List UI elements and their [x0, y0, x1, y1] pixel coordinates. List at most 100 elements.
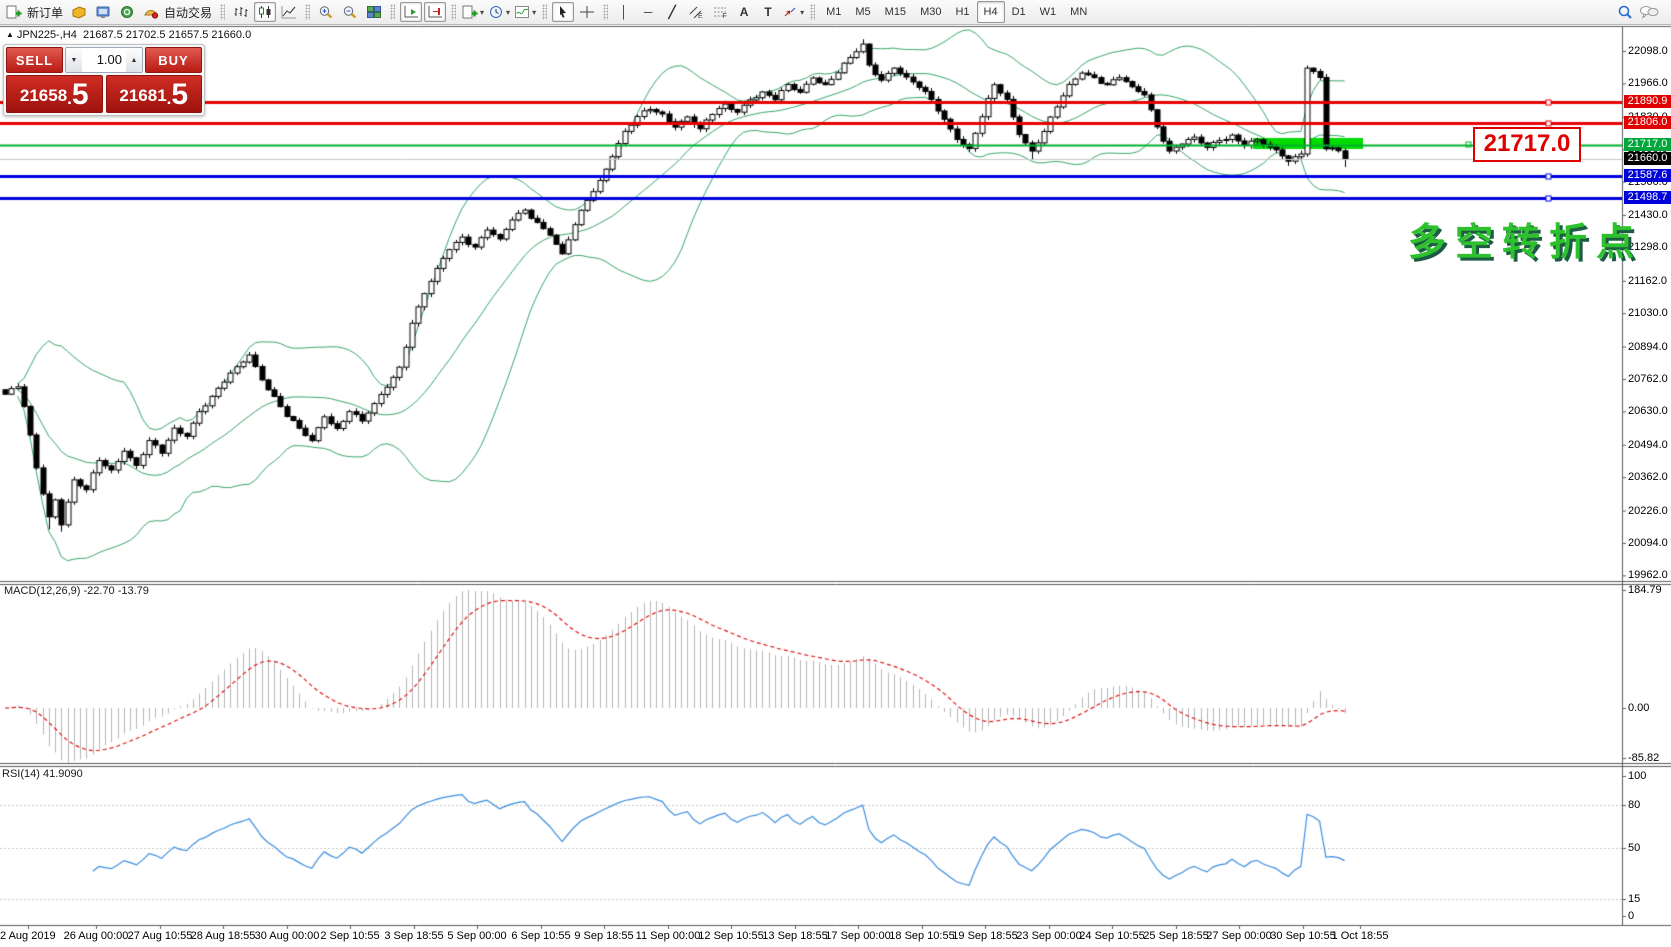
- price-axis-tick: 21430.0: [1628, 208, 1668, 221]
- time-axis-label: 11 Sep 00:00: [635, 930, 701, 942]
- toolbar-separator: [390, 4, 396, 20]
- price-annotation-box[interactable]: 21717.0: [1473, 127, 1581, 162]
- time-axis-label: 25 Sep 18:55: [1143, 930, 1209, 942]
- macd-axis-tick: 0.00: [1628, 702, 1650, 714]
- tile-windows-icon[interactable]: [363, 2, 385, 22]
- zoom-in-icon[interactable]: [315, 2, 337, 22]
- time-axis-label: 6 Sep 10:55: [511, 930, 571, 942]
- new-order-label[interactable]: 新订单: [27, 5, 64, 20]
- price-line-label[interactable]: 21890.9: [1624, 94, 1671, 108]
- navigator-icon[interactable]: [92, 2, 114, 22]
- price-axis-tick: 20362.0: [1628, 471, 1668, 484]
- price-line-label[interactable]: 21717.0: [1624, 137, 1671, 151]
- turning-point-annotation[interactable]: 多空转折点: [1408, 222, 1644, 264]
- symbol-ohlc-line: ▲ JPN225-,H4 21687.5 21702.5 21657.5 2166…: [6, 29, 251, 41]
- line-chart-icon[interactable]: [278, 2, 300, 22]
- indicators-dropdown[interactable]: ▾: [513, 2, 537, 22]
- search-icon[interactable]: [1614, 2, 1636, 22]
- auto-scroll-icon[interactable]: [400, 2, 423, 22]
- time-axis-label: 27 Sep 00:00: [1206, 930, 1272, 942]
- price-axis-tick: 20094.0: [1628, 536, 1668, 549]
- macd-axis-tick: 184.79: [1628, 584, 1662, 596]
- price-axis-tick: 20762.0: [1628, 372, 1668, 385]
- chart-shift-icon[interactable]: [424, 2, 447, 22]
- timeframe-h1[interactable]: H1: [955, 6, 970, 18]
- cursor-icon[interactable]: [552, 2, 575, 22]
- market-watch-icon[interactable]: [68, 2, 90, 22]
- price-axis-tick: 19962.0: [1628, 569, 1668, 582]
- period-dropdown[interactable]: ▾: [487, 2, 511, 22]
- candlestick-chart-icon[interactable]: [254, 2, 277, 22]
- volume-stepper: ▼ 1.00 ▲: [65, 47, 143, 73]
- timeframe-h4[interactable]: H4: [976, 1, 1005, 23]
- buy-button[interactable]: BUY: [145, 47, 202, 73]
- time-axis-label: 5 Sep 00:00: [447, 930, 507, 942]
- toolbar-separator: [305, 4, 311, 20]
- chevron-down-icon: ▾: [506, 7, 511, 17]
- volume-input[interactable]: 1.00: [96, 52, 122, 67]
- new-order-icon[interactable]: [3, 2, 25, 22]
- one-click-trading-panel: SELL ▼ 1.00 ▲ BUY 21658. 5 21681. 5: [3, 44, 205, 116]
- svg-text:E: E: [698, 13, 703, 19]
- vertical-line-tool-icon[interactable]: │: [620, 5, 628, 19]
- time-axis-label: 24 Sep 10:55: [1079, 930, 1145, 942]
- chevron-down-icon: ▾: [532, 7, 537, 17]
- text-tool-icon[interactable]: A: [739, 5, 749, 19]
- price-axis-tick: 21162.0: [1628, 274, 1667, 287]
- horizontal-line-tool-icon[interactable]: ─: [643, 5, 653, 19]
- zoom-out-icon[interactable]: [339, 2, 361, 22]
- volume-decrease-button[interactable]: ▼: [66, 48, 82, 72]
- timeframe-w1[interactable]: W1: [1039, 6, 1057, 18]
- time-axis-label: 23 Sep 00:00: [1016, 930, 1082, 942]
- channel-tool-icon[interactable]: E: [685, 2, 707, 22]
- price-axis-tick: 21298.0: [1628, 241, 1668, 254]
- timeframe-m1[interactable]: M1: [826, 6, 842, 18]
- price-axis-tick: 22098.0: [1628, 45, 1668, 57]
- time-axis-label: 13 Sep 18:55: [762, 930, 828, 942]
- new-chart-dropdown[interactable]: ▾: [461, 2, 485, 22]
- crosshair-icon[interactable]: [576, 2, 598, 22]
- buy-price[interactable]: 21681. 5: [105, 75, 202, 113]
- label-tool-icon[interactable]: T: [764, 5, 772, 19]
- sell-button[interactable]: SELL: [6, 47, 63, 73]
- chevron-down-icon: ▾: [480, 7, 485, 17]
- timeframe-m30[interactable]: M30: [920, 6, 942, 18]
- timeframe-d1[interactable]: D1: [1011, 6, 1026, 18]
- chat-icon[interactable]: [1638, 2, 1660, 22]
- price-axis-tick: 21966.0: [1628, 77, 1668, 90]
- volume-increase-button[interactable]: ▲: [126, 48, 142, 72]
- rsi-axis-tick: 100: [1628, 770, 1647, 782]
- time-axis-label: 18 Sep 10:55: [889, 930, 955, 942]
- auto-trading-icon[interactable]: [140, 2, 162, 22]
- time-axis-label: 2 Sep 10:55: [320, 930, 380, 942]
- timeframe-m15[interactable]: M15: [884, 6, 907, 18]
- toolbar-separator: [810, 4, 816, 20]
- price-line-label[interactable]: 21660.0: [1624, 151, 1671, 165]
- time-axis-label: 9 Sep 18:55: [574, 930, 634, 942]
- svg-text:F: F: [723, 13, 727, 19]
- rsi-axis-tick: 15: [1628, 893, 1641, 905]
- bar-chart-icon[interactable]: [230, 2, 252, 22]
- symbol-title: JPN225-,H4: [16, 29, 77, 41]
- rsi-axis-tick: 0: [1628, 910, 1635, 922]
- data-window-icon[interactable]: [116, 2, 138, 22]
- price-axis-tick: 20494.0: [1628, 438, 1668, 451]
- auto-trading-label[interactable]: 自动交易: [164, 5, 213, 20]
- timeframe-m5[interactable]: M5: [855, 6, 871, 18]
- rsi-axis-tick: 50: [1628, 842, 1641, 854]
- price-line-label[interactable]: 21806.0: [1624, 115, 1671, 129]
- fibonacci-tool-icon[interactable]: F: [709, 2, 731, 22]
- chevron-down-icon: ▾: [800, 7, 805, 17]
- sell-price[interactable]: 21658. 5: [6, 75, 103, 113]
- toolbar-separator: [451, 4, 457, 20]
- price-line-label[interactable]: 21498.7: [1624, 191, 1671, 205]
- macd-indicator-label: MACD(12,26,9) -22.70 -13.79: [4, 585, 149, 597]
- price-line-label[interactable]: 21587.6: [1624, 169, 1671, 183]
- shapes-dropdown[interactable]: ▾: [781, 2, 805, 22]
- timeframe-mn[interactable]: MN: [1070, 6, 1088, 18]
- time-axis-label: 27 Aug 10:55: [127, 930, 193, 942]
- trendline-tool-icon[interactable]: ╱: [668, 5, 676, 19]
- ohlc-values: 21687.5 21702.5 21657.5 21660.0: [82, 29, 252, 41]
- time-axis-label: 26 Aug 00:00: [63, 930, 129, 942]
